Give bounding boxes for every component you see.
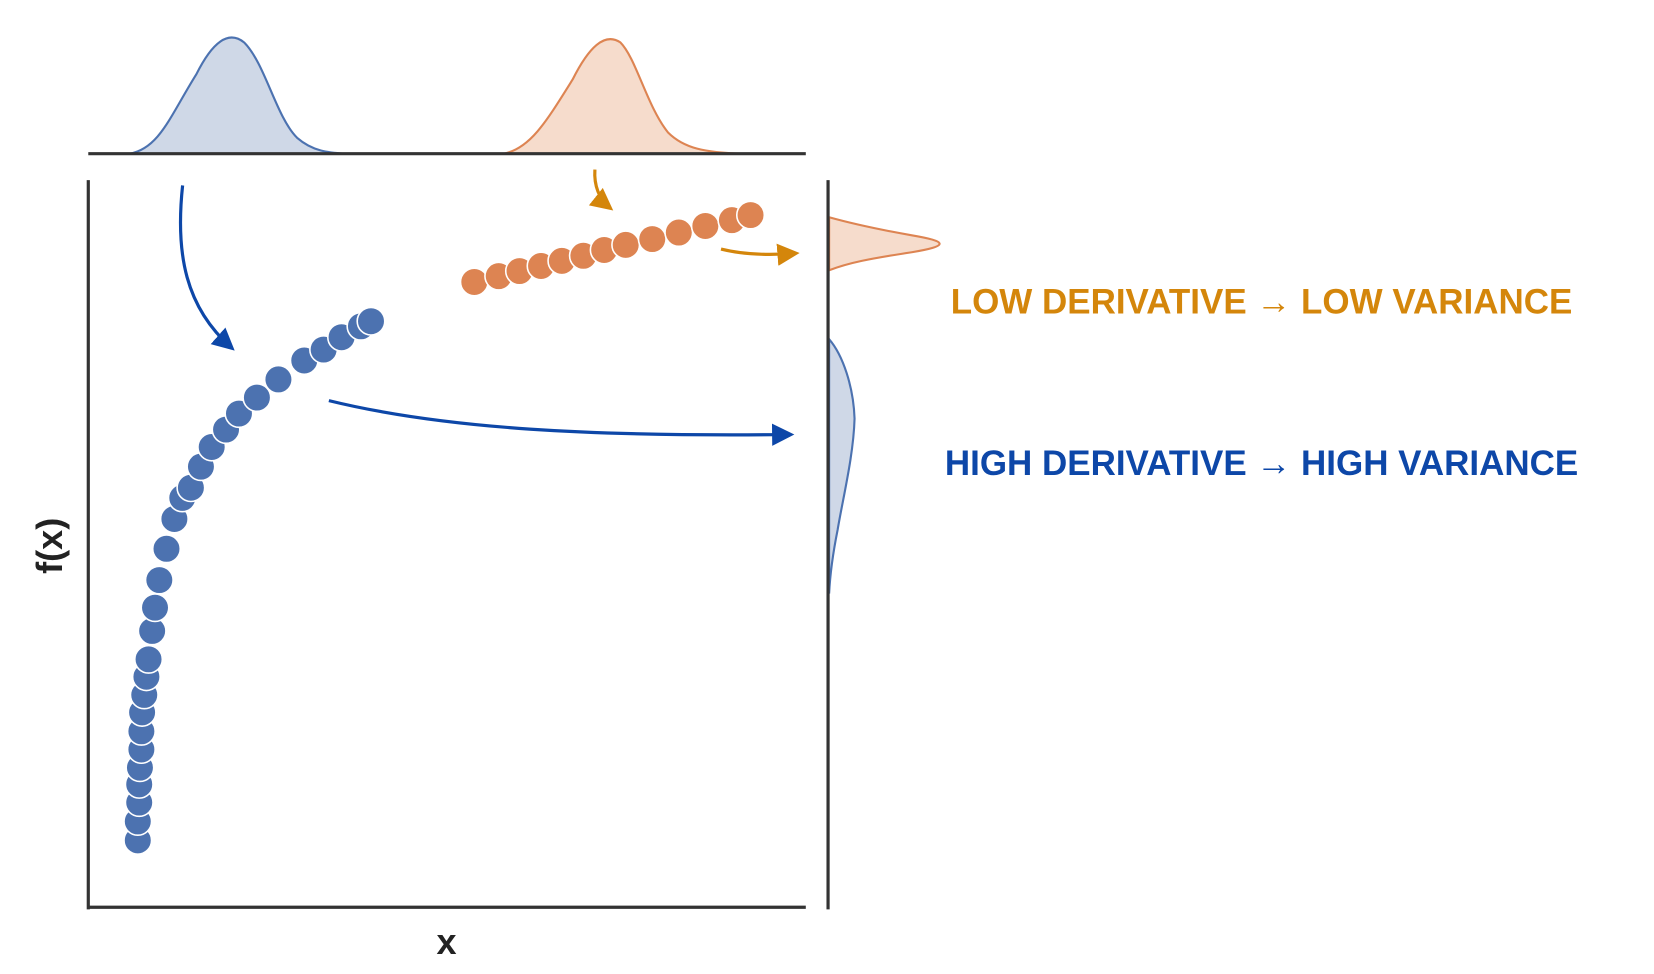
point [459,267,489,297]
right-density-blue [828,336,856,594]
point [735,200,766,230]
annotation: LOW DERIVATIVE → LOW VARIANCE [951,283,1573,322]
right-density-orange [828,215,941,272]
annotation: HIGH DERIVATIVE → HIGH VARIANCE [945,444,1578,483]
arrow [328,399,795,446]
point [664,217,694,248]
point [690,211,720,241]
top-density-blue [129,36,345,155]
point [637,224,667,254]
point [133,644,164,674]
point [356,306,386,336]
point [611,230,641,260]
point [144,565,174,595]
point [242,382,272,413]
arrow [178,185,235,351]
y-axis-label: f(x) [29,518,70,574]
point [140,593,170,623]
arrow [588,169,614,211]
point [263,364,294,394]
top-density-orange [503,38,743,155]
point [151,534,182,564]
x-axis-label: x [436,921,456,962]
arrow [720,243,800,266]
